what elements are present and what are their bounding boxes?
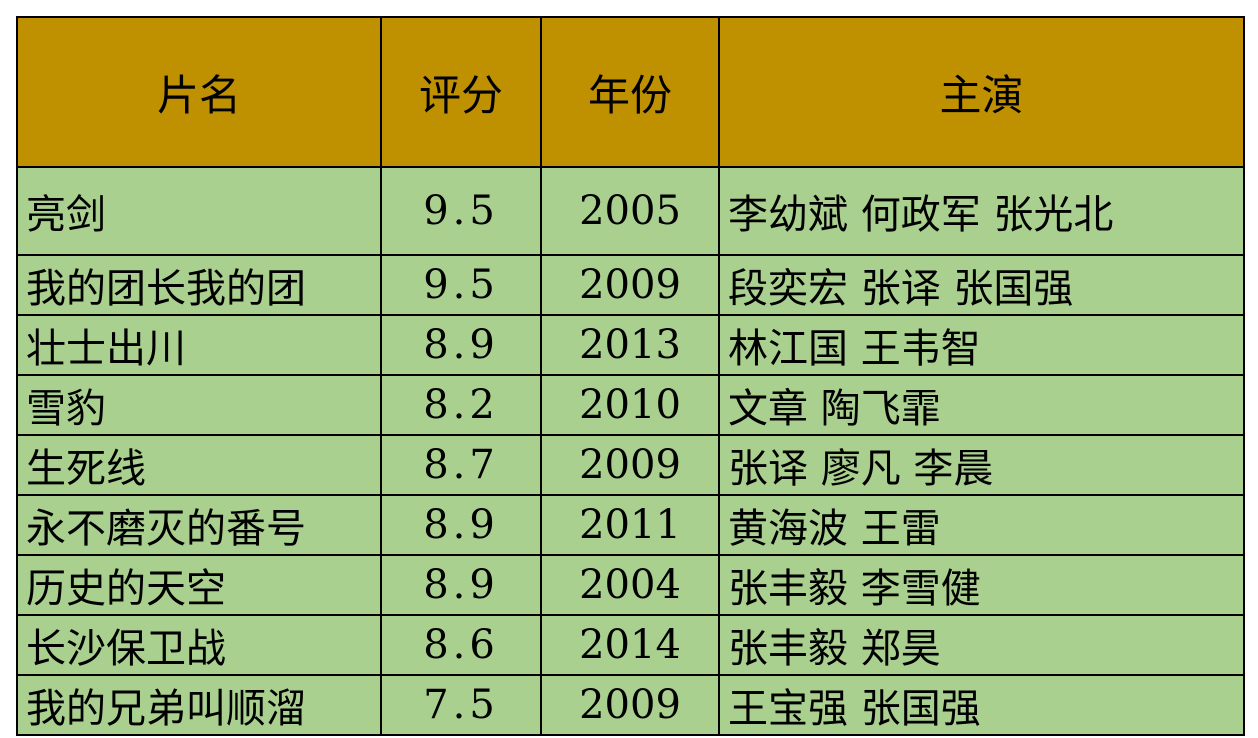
cell-title: 永不磨灭的番号 bbox=[16, 494, 382, 556]
cell-rating: 8.7 bbox=[380, 434, 542, 496]
table-row: 永不磨灭的番号 8.9 2011 黄海波 王雷 bbox=[16, 494, 1245, 556]
header-title: 片名 bbox=[16, 16, 382, 168]
table-row: 雪豹 8.2 2010 文章 陶飞霏 bbox=[16, 374, 1245, 436]
cell-cast: 李幼斌 何政军 张光北 bbox=[718, 166, 1245, 256]
cell-rating: 8.9 bbox=[380, 314, 542, 376]
cell-year: 2009 bbox=[540, 674, 720, 736]
cell-year: 2010 bbox=[540, 374, 720, 436]
cell-title: 壮士出川 bbox=[16, 314, 382, 376]
cell-title: 长沙保卫战 bbox=[16, 614, 382, 676]
table-row: 亮剑 9.5 2005 李幼斌 何政军 张光北 bbox=[16, 166, 1245, 256]
cell-rating: 9.5 bbox=[380, 166, 542, 256]
table-row: 壮士出川 8.9 2013 林江国 王韦智 bbox=[16, 314, 1245, 376]
cell-year: 2013 bbox=[540, 314, 720, 376]
cell-year: 2004 bbox=[540, 554, 720, 616]
cell-rating: 9.5 bbox=[380, 254, 542, 316]
header-year: 年份 bbox=[540, 16, 720, 168]
table-row: 长沙保卫战 8.6 2014 张丰毅 郑昊 bbox=[16, 614, 1245, 676]
cell-rating: 8.6 bbox=[380, 614, 542, 676]
cell-title: 雪豹 bbox=[16, 374, 382, 436]
cell-title: 我的兄弟叫顺溜 bbox=[16, 674, 382, 736]
cell-rating: 7.5 bbox=[380, 674, 542, 736]
header-rating: 评分 bbox=[380, 16, 542, 168]
cell-cast: 黄海波 王雷 bbox=[718, 494, 1245, 556]
table-row: 生死线 8.7 2009 张译 廖凡 李晨 bbox=[16, 434, 1245, 496]
cell-cast: 张丰毅 李雪健 bbox=[718, 554, 1245, 616]
cell-title: 生死线 bbox=[16, 434, 382, 496]
table-row: 历史的天空 8.9 2004 张丰毅 李雪健 bbox=[16, 554, 1245, 616]
header-row: 片名 评分 年份 主演 bbox=[16, 16, 1245, 168]
cell-cast: 文章 陶飞霏 bbox=[718, 374, 1245, 436]
cell-year: 2005 bbox=[540, 166, 720, 256]
cell-title: 我的团长我的团 bbox=[16, 254, 382, 316]
header-cast: 主演 bbox=[718, 16, 1245, 168]
table-row: 我的兄弟叫顺溜 7.5 2009 王宝强 张国强 bbox=[16, 674, 1245, 736]
movie-table: 片名 评分 年份 主演 亮剑 9.5 2005 李幼斌 何政军 张光北 我的团长我的团 9… bbox=[16, 16, 1245, 736]
table-row: 我的团长我的团 9.5 2009 段奕宏 张译 张国强 bbox=[16, 254, 1245, 316]
cell-cast: 张译 廖凡 李晨 bbox=[718, 434, 1245, 496]
cell-cast: 王宝强 张国强 bbox=[718, 674, 1245, 736]
cell-year: 2009 bbox=[540, 254, 720, 316]
cell-rating: 8.9 bbox=[380, 554, 542, 616]
cell-title: 历史的天空 bbox=[16, 554, 382, 616]
cell-cast: 段奕宏 张译 张国强 bbox=[718, 254, 1245, 316]
cell-year: 2009 bbox=[540, 434, 720, 496]
cell-rating: 8.9 bbox=[380, 494, 542, 556]
cell-rating: 8.2 bbox=[380, 374, 542, 436]
cell-year: 2011 bbox=[540, 494, 720, 556]
cell-title: 亮剑 bbox=[16, 166, 382, 256]
cell-cast: 林江国 王韦智 bbox=[718, 314, 1245, 376]
cell-year: 2014 bbox=[540, 614, 720, 676]
cell-cast: 张丰毅 郑昊 bbox=[718, 614, 1245, 676]
